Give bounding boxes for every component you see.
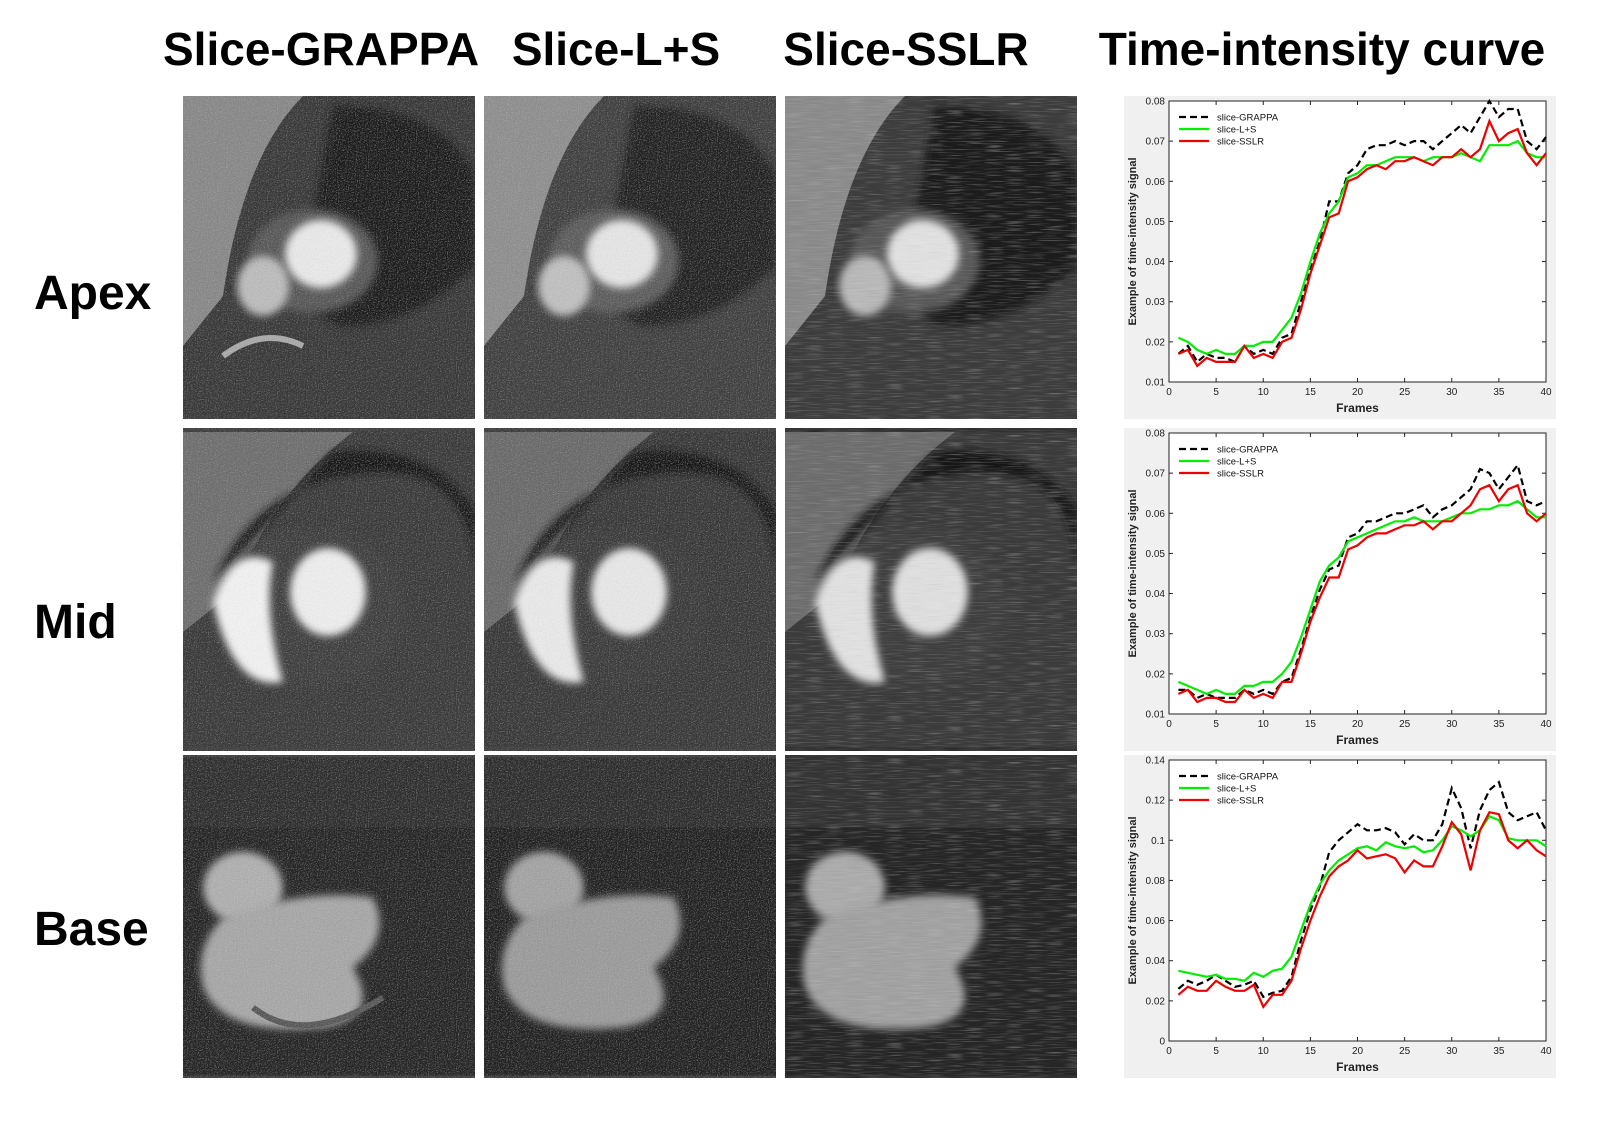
column-title-curve: Time-intensity curve <box>1098 23 1546 75</box>
x-axis-label: Frames <box>1336 1060 1379 1074</box>
mri-apex-ls <box>484 96 776 419</box>
y-axis-label: Example of time-intensity signal <box>1127 157 1139 325</box>
x-tick-label: 5 <box>1213 719 1219 730</box>
x-tick-label: 20 <box>1352 387 1364 398</box>
y-tick-label: 0.05 <box>1146 217 1166 228</box>
mri-base-grappa <box>183 755 475 1078</box>
x-tick-label: 30 <box>1446 719 1458 730</box>
x-tick-label: 15 <box>1305 719 1317 730</box>
x-tick-label: 40 <box>1540 1046 1552 1057</box>
y-tick-label: 0.02 <box>1146 996 1166 1007</box>
chart-mid-svg: 0 5 10 15 20 25 30 35 40 0.01 0.02 0.03 0.04 0.05 0.06… <box>1127 429 1552 748</box>
y-tick-label: 0.06 <box>1146 916 1166 927</box>
x-tick-label: 0 <box>1166 719 1172 730</box>
y-tick-label: 0.06 <box>1146 177 1166 188</box>
row-label-base: Base <box>34 903 149 956</box>
series-line-slice-GRAPPA <box>1177 780 1547 999</box>
x-tick-label: 20 <box>1352 1046 1364 1057</box>
series-line-slice-SSLR <box>1177 810 1547 1010</box>
legend-label: slice-SSLR <box>1217 137 1264 148</box>
chart-base-svg: 0 5 10 15 20 25 30 35 40 0 0.02 0.04 0.06 0.08 0.1 0.12… <box>1127 756 1552 1075</box>
y-tick-label: 0.04 <box>1146 956 1166 967</box>
series-line-slice-SSLR <box>1177 483 1547 704</box>
column-title-sslr: Slice-SSLR <box>783 23 1029 75</box>
row-label-mid: Mid <box>34 596 117 649</box>
mri-mid-grappa <box>183 428 475 751</box>
y-tick-label: 0.14 <box>1146 756 1166 767</box>
x-tick-label: 35 <box>1493 387 1505 398</box>
y-axis-label: Example of time-intensity signal <box>1127 816 1139 984</box>
y-tick-label: 0.02 <box>1146 337 1166 348</box>
y-axis-label: Example of time-intensity signal <box>1127 489 1139 657</box>
x-tick-label: 10 <box>1258 719 1270 730</box>
y-tick-label: 0.04 <box>1146 589 1166 600</box>
x-tick-label: 30 <box>1446 387 1458 398</box>
series-line-slice-L+S <box>1177 139 1546 356</box>
x-tick-label: 25 <box>1399 719 1411 730</box>
x-axis-label: Frames <box>1336 733 1379 747</box>
y-tick-label: 0.04 <box>1146 257 1166 268</box>
legend-label: slice-L+S <box>1217 125 1256 136</box>
plot-area <box>1168 432 1547 715</box>
plot-area <box>1168 759 1547 1042</box>
x-tick-label: 40 <box>1540 719 1552 730</box>
legend-label: slice-GRAPPA <box>1217 113 1279 124</box>
x-tick-label: 20 <box>1352 719 1364 730</box>
x-tick-label: 15 <box>1305 1046 1317 1057</box>
x-tick-label: 10 <box>1258 387 1270 398</box>
y-tick-label: 0.03 <box>1146 297 1166 308</box>
legend-label: slice-L+S <box>1217 457 1256 468</box>
series-line-slice-SSLR <box>1177 118 1547 368</box>
y-tick-label: 0.08 <box>1146 876 1166 887</box>
y-tick-label: 0.03 <box>1146 629 1166 640</box>
y-tick-label: 0.07 <box>1146 469 1166 480</box>
x-tick-label: 30 <box>1446 1046 1458 1057</box>
y-tick-label: 0.1 <box>1151 836 1165 847</box>
x-tick-label: 35 <box>1493 1046 1505 1057</box>
mri-apex-sslr <box>785 96 1077 419</box>
y-tick-label: 0.06 <box>1146 509 1166 520</box>
legend-label: slice-SSLR <box>1217 469 1264 480</box>
x-axis-label: Frames <box>1336 401 1379 415</box>
x-tick-label: 0 <box>1166 1046 1172 1057</box>
chart-base: 0 5 10 15 20 25 30 35 40 0 0.02 0.04 0.06 0.08 0.1 0.12… <box>1124 755 1556 1078</box>
x-tick-label: 25 <box>1399 387 1411 398</box>
series-line-slice-GRAPPA <box>1178 462 1547 700</box>
x-tick-label: 15 <box>1305 387 1317 398</box>
x-tick-label: 10 <box>1258 1046 1270 1057</box>
chart-apex: 0 5 10 15 20 25 30 35 40 0.01 0.02 0.03 0.04 0.05 0.06… <box>1124 96 1556 419</box>
plot-area <box>1168 100 1547 383</box>
x-tick-label: 35 <box>1493 719 1505 730</box>
y-tick-label: 0.08 <box>1146 429 1166 440</box>
row-label-apex: Apex <box>34 267 152 320</box>
mri-base-sslr <box>785 755 1077 1078</box>
y-tick-label: 0.02 <box>1146 669 1166 680</box>
y-tick-label: 0.05 <box>1146 549 1166 560</box>
y-tick-label: 0.01 <box>1146 710 1166 721</box>
y-tick-label: 0 <box>1159 1037 1165 1048</box>
legend-label: slice-SSLR <box>1217 796 1264 807</box>
mri-mid-sslr <box>785 428 1077 751</box>
column-title-grappa: Slice-GRAPPA <box>163 23 480 75</box>
chart-mid: 0 5 10 15 20 25 30 35 40 0.01 0.02 0.03 0.04 0.05 0.06… <box>1124 428 1556 751</box>
x-tick-label: 40 <box>1540 387 1552 398</box>
y-tick-label: 0.08 <box>1146 97 1166 108</box>
chart-apex-svg: 0 5 10 15 20 25 30 35 40 0.01 0.02 0.03 0.04 0.05 0.06… <box>1127 97 1552 416</box>
y-tick-label: 0.07 <box>1146 137 1166 148</box>
legend-label: slice-L+S <box>1217 784 1256 795</box>
mri-base-ls <box>484 755 776 1078</box>
x-tick-label: 0 <box>1166 387 1172 398</box>
series-line-slice-L+S <box>1177 499 1546 696</box>
mri-mid-ls <box>484 428 776 751</box>
x-tick-label: 25 <box>1399 1046 1411 1057</box>
y-tick-label: 0.01 <box>1146 378 1166 389</box>
y-tick-label: 0.12 <box>1146 796 1166 807</box>
x-tick-label: 5 <box>1213 387 1219 398</box>
legend-label: slice-GRAPPA <box>1217 445 1279 456</box>
mri-apex-grappa <box>183 96 475 419</box>
legend-label: slice-GRAPPA <box>1217 772 1279 783</box>
column-title-ls: Slice-L+S <box>511 23 721 75</box>
x-tick-label: 5 <box>1213 1046 1219 1057</box>
